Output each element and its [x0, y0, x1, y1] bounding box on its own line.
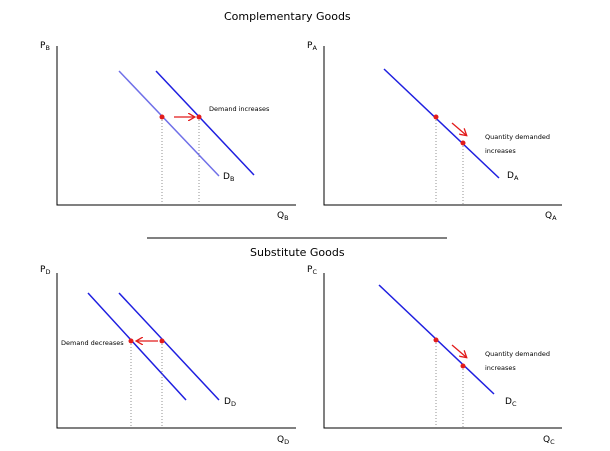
equilibrium-point: [433, 337, 439, 343]
title-substitute-goods: Substitute Goods: [250, 246, 345, 259]
equilibrium-point: [433, 114, 439, 120]
y-axis-label: PB: [40, 41, 50, 52]
curve-label: DA: [507, 171, 519, 182]
curve-label: DB: [223, 172, 235, 183]
equilibrium-point: [128, 338, 134, 344]
x-axis-label: QB: [277, 211, 289, 222]
title-complementary-goods: Complementary Goods: [224, 10, 351, 23]
panel-bottom-right: [323, 273, 562, 429]
x-axis-label: QA: [545, 211, 557, 222]
movement-arrow: [451, 122, 466, 135]
y-axis-label: PA: [307, 41, 317, 52]
y-axis-label: PC: [307, 265, 317, 276]
axes: [56, 46, 296, 206]
equilibrium-point: [196, 114, 202, 120]
equilibrium-point: [460, 363, 466, 369]
x-axis-label: QD: [277, 435, 290, 446]
annotation-increases: increases: [485, 364, 516, 372]
annotation-quantity-demanded: Quantity demanded: [485, 133, 550, 141]
axes: [323, 46, 562, 206]
shifted-demand-curve: [155, 70, 255, 176]
equilibrium-point: [159, 114, 165, 120]
annotation-increases: increases: [485, 147, 516, 155]
curve-label: DC: [505, 397, 517, 408]
annotation-demand-decreases: Demand decreases: [61, 339, 124, 347]
panel-bottom-left: [56, 273, 296, 429]
shifted-demand-curve: [87, 292, 187, 401]
original-demand-curve: [118, 70, 220, 177]
axes: [56, 273, 296, 429]
equilibrium-point: [460, 140, 466, 146]
demand-curve: [383, 68, 500, 179]
movement-arrow: [451, 344, 466, 357]
axes: [323, 273, 562, 429]
panel-top-right: [323, 46, 562, 206]
x-axis-label: QC: [543, 435, 555, 446]
panel-top-left: [56, 46, 296, 206]
equilibrium-point: [159, 338, 165, 344]
curve-label: DD: [224, 397, 236, 408]
original-demand-curve: [118, 292, 220, 401]
annotation-demand-increases: Demand increases: [209, 105, 270, 113]
annotation-quantity-demanded: Quantity demanded: [485, 350, 550, 358]
y-axis-label: PD: [40, 265, 51, 276]
